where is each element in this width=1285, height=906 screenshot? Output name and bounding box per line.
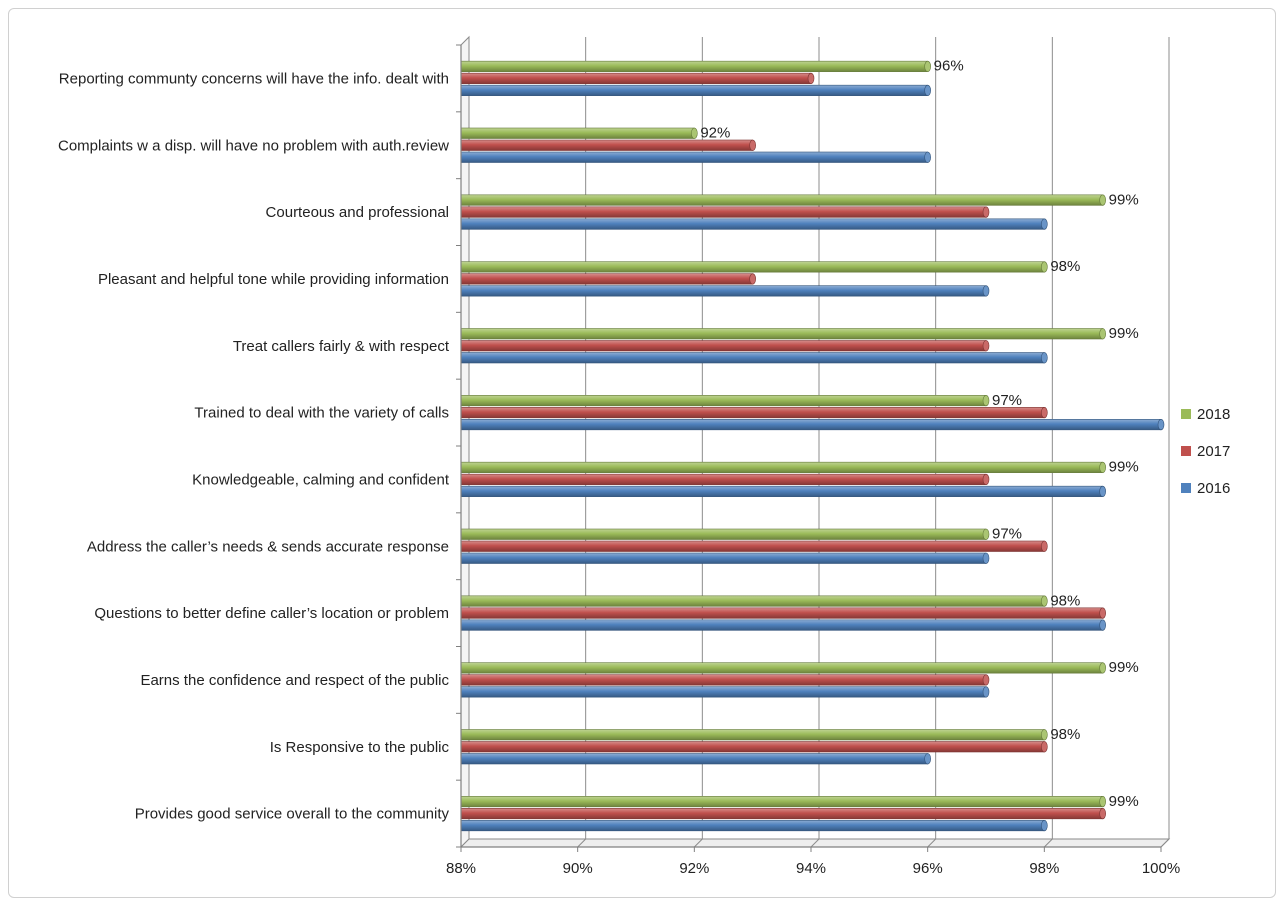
legend-item-2017: 2017	[1181, 443, 1230, 460]
x-tick-label: 96%	[913, 860, 943, 877]
bar-2017-6	[460, 407, 1048, 419]
category-label: Is Responsive to the public	[270, 739, 450, 756]
bar-2018-2	[460, 127, 698, 139]
bar-2018-1	[460, 60, 931, 72]
bar-2018-12	[460, 796, 1106, 808]
category-label: Address the caller’s needs & sends accur…	[87, 538, 449, 555]
bar-2016-8	[460, 552, 990, 564]
bar-2018-11	[460, 729, 1048, 741]
bar-2018-7	[460, 461, 1106, 473]
bar-2016-1	[460, 84, 931, 96]
bar-2018-9	[460, 595, 1048, 607]
bar-2016-12	[460, 820, 1048, 832]
category-label: Provides good service overall to the com…	[135, 806, 450, 823]
category-label: Treat callers fairly & with respect	[233, 338, 450, 355]
bar-2016-6	[460, 419, 1165, 431]
category-label: Reporting communty concerns will have th…	[59, 70, 449, 87]
bar-2017-3	[460, 206, 990, 218]
gridline-floor	[693, 838, 703, 848]
bar-2016-4	[460, 285, 990, 297]
data-label-2018: 99%	[1109, 793, 1139, 810]
bar-2016-11	[460, 753, 931, 765]
x-tick-label: 88%	[446, 860, 476, 877]
legend-label: 2016	[1197, 480, 1230, 497]
data-label-2018: 98%	[1050, 258, 1080, 275]
bar-2017-7	[460, 473, 990, 485]
bar-2018-10	[460, 662, 1106, 674]
data-label-2018: 92%	[700, 125, 730, 142]
category-label: Trained to deal with the variety of call…	[194, 405, 449, 422]
bar-2018-3	[460, 194, 1106, 206]
x-tick-label: 92%	[679, 860, 709, 877]
bar-2017-4	[460, 273, 756, 285]
data-label-2018: 99%	[1109, 459, 1139, 476]
gridline-floor	[1043, 838, 1053, 848]
bar-2016-10	[460, 686, 990, 698]
bar-2017-10	[460, 674, 990, 686]
bar-2017-12	[460, 808, 1106, 820]
x-tick-label: 90%	[563, 860, 593, 877]
axes	[456, 44, 1162, 852]
x-tick-labels: 88% 90% 92% 94% 96% 98% 100%	[446, 860, 1180, 877]
data-label-2018: 99%	[1109, 325, 1139, 342]
bar-2016-3	[460, 218, 1048, 230]
legend-swatch	[1181, 446, 1191, 456]
gridlines	[577, 37, 1170, 848]
data-label-2018: 99%	[1109, 659, 1139, 676]
bar-2018-6	[460, 395, 990, 407]
bar-2017-1	[460, 72, 815, 84]
bar-2017-2	[460, 139, 756, 151]
x-tick-label: 94%	[796, 860, 826, 877]
gridline-floor	[927, 838, 937, 848]
category-label: Pleasant and helpful tone while providin…	[98, 271, 449, 288]
category-label: Courteous and professional	[266, 204, 449, 221]
bar-2017-5	[460, 340, 990, 352]
category-label: Earns the confidence and respect of the …	[140, 672, 449, 689]
gridline-floor	[810, 838, 820, 848]
bar-2017-9	[460, 607, 1106, 619]
category-label: Knowledgeable, calming and confident	[192, 471, 450, 488]
bar-chart: Reporting communty concerns will have th…	[58, 35, 1230, 877]
category-label: Questions to better define caller’s loca…	[94, 605, 449, 622]
data-labels: 96% 92% 99% 98% 99% 97% 99% 97% 98% 99% 98% 99%	[700, 58, 1138, 810]
category-label: Complaints w a disp. will have no proble…	[58, 137, 449, 154]
chart-frame: Reporting communty concerns will have th…	[8, 8, 1276, 898]
data-label-2018: 98%	[1050, 726, 1080, 743]
legend-swatch	[1181, 483, 1191, 493]
legend-label: 2017	[1197, 443, 1230, 460]
bar-2017-11	[460, 741, 1048, 753]
bars	[460, 60, 1165, 832]
data-label-2018: 97%	[992, 526, 1022, 543]
gridline-floor	[577, 838, 587, 848]
data-label-2018: 98%	[1050, 592, 1080, 609]
category-labels: Reporting communty concerns will have th…	[58, 70, 450, 822]
bar-2016-9	[460, 619, 1106, 631]
legend-swatch	[1181, 409, 1191, 419]
bar-2017-8	[460, 540, 1048, 552]
data-label-2018: 97%	[992, 392, 1022, 409]
bar-2016-7	[460, 485, 1106, 497]
gridline-floor	[1160, 838, 1170, 848]
x-tick-label: 98%	[1029, 860, 1059, 877]
data-label-2018: 99%	[1109, 191, 1139, 208]
bar-2016-5	[460, 352, 1048, 364]
bar-2018-4	[460, 261, 1048, 273]
legend-item-2018: 2018	[1181, 406, 1230, 423]
legend-label: 2018	[1197, 406, 1230, 423]
legend-item-2016: 2016	[1181, 480, 1230, 497]
bar-2016-2	[460, 151, 931, 163]
bar-2018-8	[460, 528, 990, 540]
x-tick-label: 100%	[1142, 860, 1180, 877]
data-label-2018: 96%	[934, 58, 964, 75]
legend: 2018 2017 2016	[1181, 406, 1230, 497]
bar-2018-5	[460, 328, 1106, 340]
